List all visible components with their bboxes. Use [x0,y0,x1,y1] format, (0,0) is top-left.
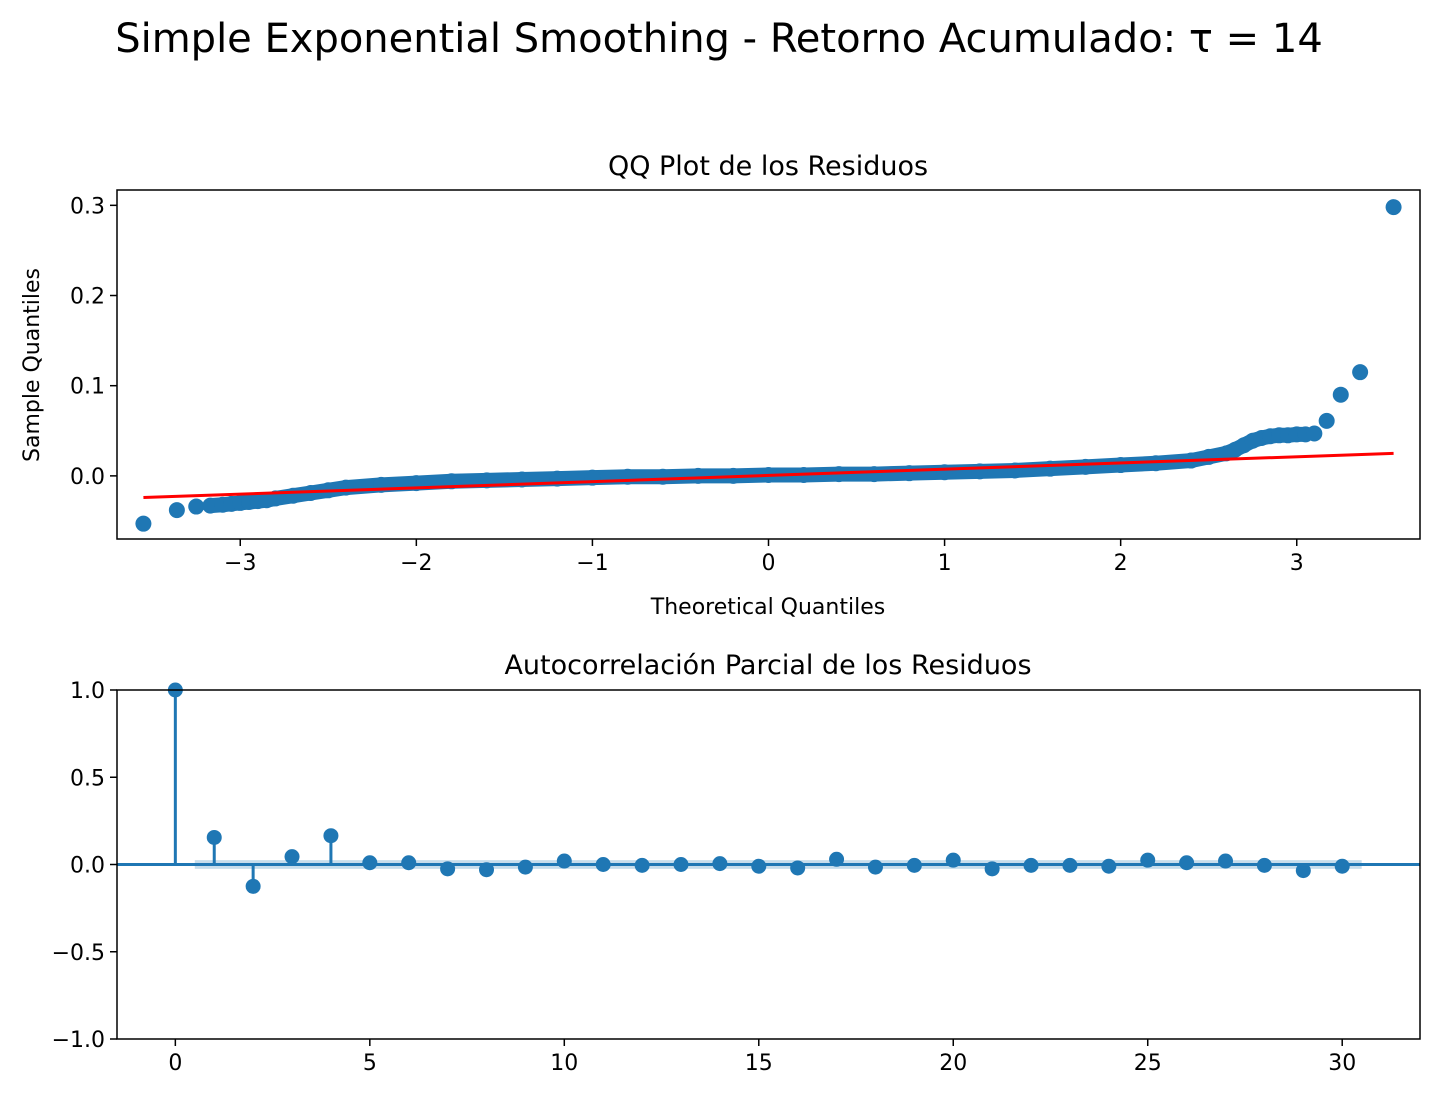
qq-x-tick-label: 1 [938,551,952,576]
pacf-marker [323,828,339,844]
pacf-x-tick-label: 0 [168,1051,182,1076]
qq-point [1332,386,1349,403]
qq-point [188,498,205,515]
qq-point [202,497,219,514]
qq-plot-marks [135,199,1402,532]
qq-point [1077,458,1094,475]
qq-point [1042,460,1059,477]
pacf-x-tick-label: 30 [1328,1051,1356,1076]
pacf-marker [984,861,1000,877]
pacf-marks [117,682,1420,894]
qq-point [1318,412,1335,429]
pacf-marker [1218,853,1234,869]
pacf-title: Autocorrelación Parcial de los Residuos [504,650,1031,681]
qq-point [1385,199,1402,216]
qq-point [135,515,152,532]
qq-point [168,502,185,519]
qq-point [1352,364,1369,381]
pacf-marker [790,860,806,876]
qq-reference-line [143,451,1394,500]
qq-x-tick-label: −2 [400,551,432,576]
qq-point [337,479,354,496]
qq-plot-ylabel: Sample Quantiles [20,268,45,462]
qq-point [866,466,883,483]
qq-point [1306,425,1323,442]
pacf-y-ticks: 1.0 0.5 0.0 −0.5 −1.0 [52,679,117,1053]
pacf-marker [1101,858,1117,874]
pacf-y-tick-label: −0.5 [52,941,105,966]
pacf-panel: Autocorrelación Parcial de los Residuos … [52,650,1421,1076]
pacf-marker [206,829,222,845]
qq-x-tick-label: −1 [576,551,608,576]
pacf-marker [1295,863,1311,879]
pacf-x-tick-label: 10 [550,1051,578,1076]
pacf-marker [751,858,767,874]
pacf-x-tick-label: 5 [363,1051,377,1076]
qq-plot-x-ticks: −3 −2 −1 0 1 2 3 [224,539,1304,576]
pacf-x-ticks: 0 5 10 15 20 25 30 [168,1039,1356,1076]
qq-point [971,463,988,480]
pacf-marker [440,861,456,877]
qq-point [690,467,707,484]
qq-plot-y-ticks: 0.0 0.1 0.2 0.3 [70,194,117,490]
pacf-y-tick-label: 0.5 [70,766,105,791]
qq-point [1007,462,1024,479]
pacf-marker [673,857,689,872]
qq-x-tick-label: −3 [224,551,256,576]
pacf-marker [906,857,922,873]
pacf-marker [401,855,417,871]
pacf-marker [1140,852,1156,868]
pacf-x-tick-label: 20 [939,1051,967,1076]
pacf-y-tick-label: 1.0 [70,679,105,704]
qq-point [936,464,953,481]
pacf-marker [479,862,495,878]
qq-x-tick-label: 2 [1114,551,1128,576]
qq-y-tick-label: 0.3 [70,194,105,219]
qq-point [619,468,636,485]
qq-y-tick-label: 0.2 [70,285,105,310]
qq-plot-panel: QQ Plot de los Residuos −3 −2 −1 0 1 2 3 0.00.… [20,151,1421,620]
qq-point [1147,455,1164,472]
pacf-marker [1334,858,1350,874]
pacf-marker [556,853,572,869]
pacf-marker [595,857,611,872]
pacf-marker [245,878,261,894]
pacf-marker [867,859,883,875]
figure-suptitle: Simple Exponential Smoothing - Retorno A… [115,16,1323,62]
pacf-x-tick-label: 25 [1134,1051,1162,1076]
pacf-x-tick-label: 15 [745,1051,773,1076]
qq-x-tick-label: 0 [762,551,776,576]
pacf-marker [1179,855,1195,871]
pacf-y-tick-label: −1.0 [52,1028,105,1053]
pacf-marker [1256,857,1272,873]
qq-plot-title: QQ Plot de los Residuos [608,151,928,182]
qq-x-tick-label: 3 [1290,551,1304,576]
pacf-marker [712,856,728,872]
pacf-marker [829,851,845,867]
pacf-y-tick-label: 0.0 [70,854,105,879]
pacf-marker [1062,857,1078,873]
qq-point [901,465,918,482]
pacf-marker [517,859,533,875]
pacf-marker [945,852,961,868]
qq-point [285,487,302,504]
qq-point [1200,448,1217,465]
qq-y-tick-label: 0.1 [70,375,105,400]
pacf-marker [634,857,650,873]
qq-plot-xlabel: Theoretical Quantiles [650,595,885,620]
qq-point [654,468,671,485]
pacf-marker [1023,857,1039,873]
pacf-marker [284,849,300,865]
qq-y-tick-label: 0.0 [70,465,105,490]
pacf-marker [362,855,378,871]
qq-point [1112,457,1129,474]
qq-points-band [202,426,1314,514]
